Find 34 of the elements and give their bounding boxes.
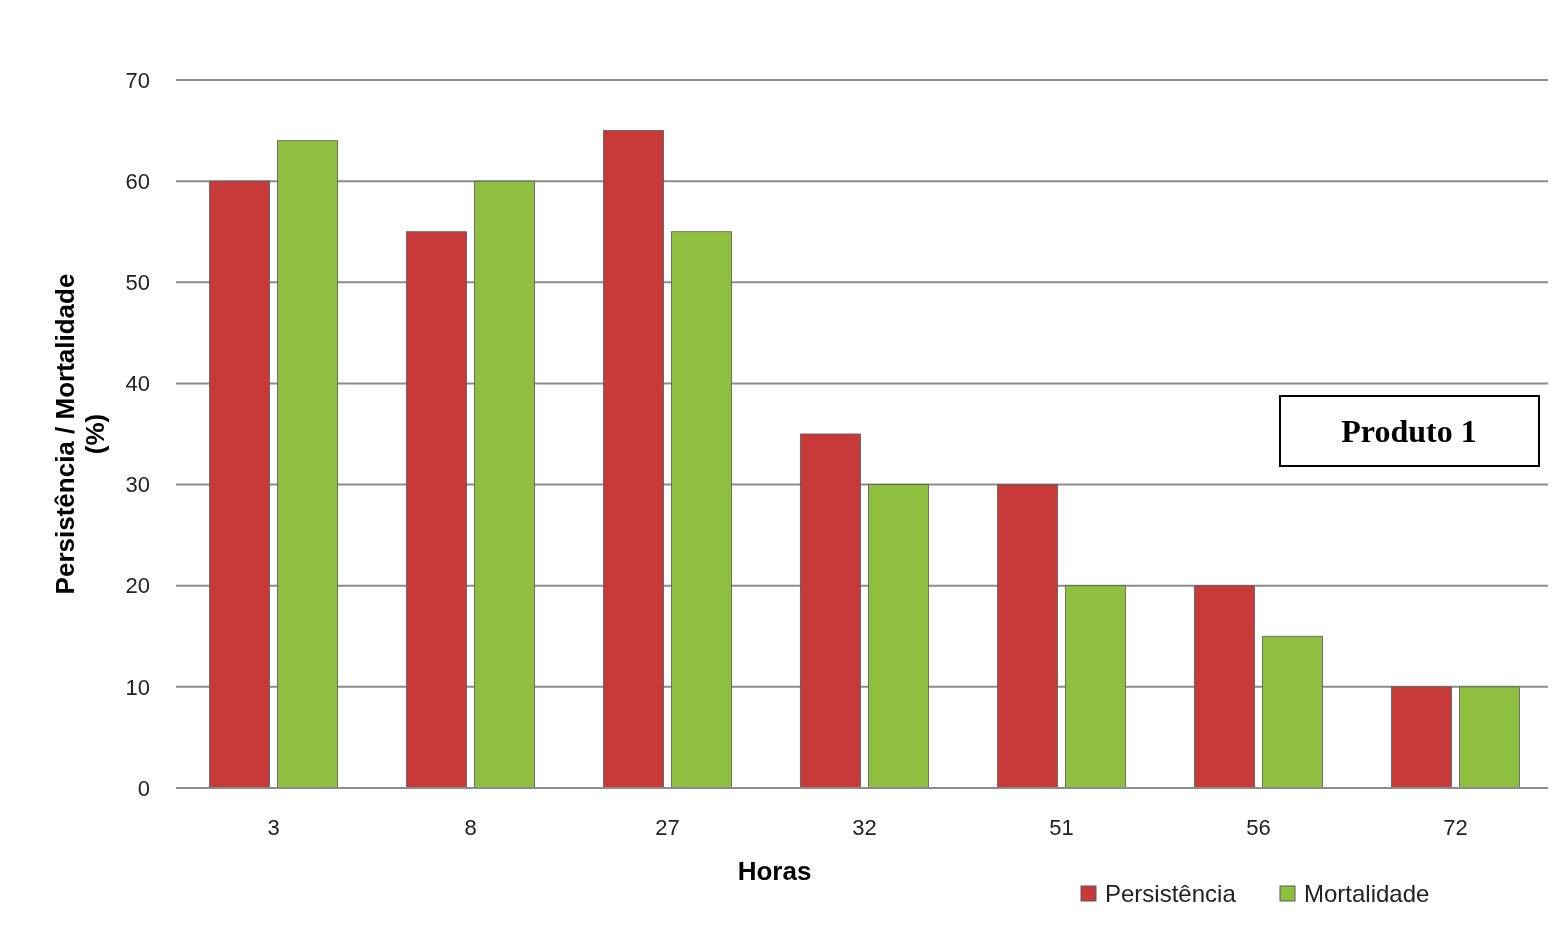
bar (868, 484, 929, 789)
y-tick-label: 70 (125, 67, 150, 93)
x-tick-label: 51 (1049, 815, 1074, 840)
x-tick-label: 56 (1246, 815, 1271, 840)
bar (474, 180, 535, 789)
bar (1194, 585, 1255, 789)
x-tick-label: 32 (852, 815, 877, 840)
legend-label: Mortalidade (1304, 880, 1430, 908)
bar (1391, 686, 1452, 789)
annotation: Produto 1 (1341, 413, 1477, 450)
y-axis-title: Persistência / Mortalidade (%) (50, 273, 110, 595)
bar (603, 130, 664, 789)
y-tick-label: 50 (125, 269, 150, 295)
bar (800, 433, 861, 789)
x-tick-label: 72 (1443, 815, 1468, 840)
bar (671, 231, 732, 789)
legend-label: Persistência (1105, 880, 1237, 908)
bar (406, 231, 467, 789)
bar (1262, 635, 1323, 789)
y-tick-label: 40 (125, 371, 150, 397)
bar (277, 140, 338, 789)
x-tick-label: 27 (655, 815, 680, 840)
x-tick-label: 8 (464, 815, 477, 840)
y-tick-label: 20 (125, 573, 150, 599)
y-tick-label: 30 (125, 472, 150, 498)
bar (209, 180, 270, 789)
x-axis-title: Horas (737, 856, 812, 886)
x-tick-label: 3 (267, 815, 280, 840)
y-tick-label: 0 (137, 775, 150, 801)
bar (1459, 686, 1520, 789)
bar (1065, 585, 1126, 789)
bar (997, 484, 1058, 789)
y-tick-label: 10 (125, 674, 150, 700)
y-tick-label: 60 (125, 168, 150, 194)
